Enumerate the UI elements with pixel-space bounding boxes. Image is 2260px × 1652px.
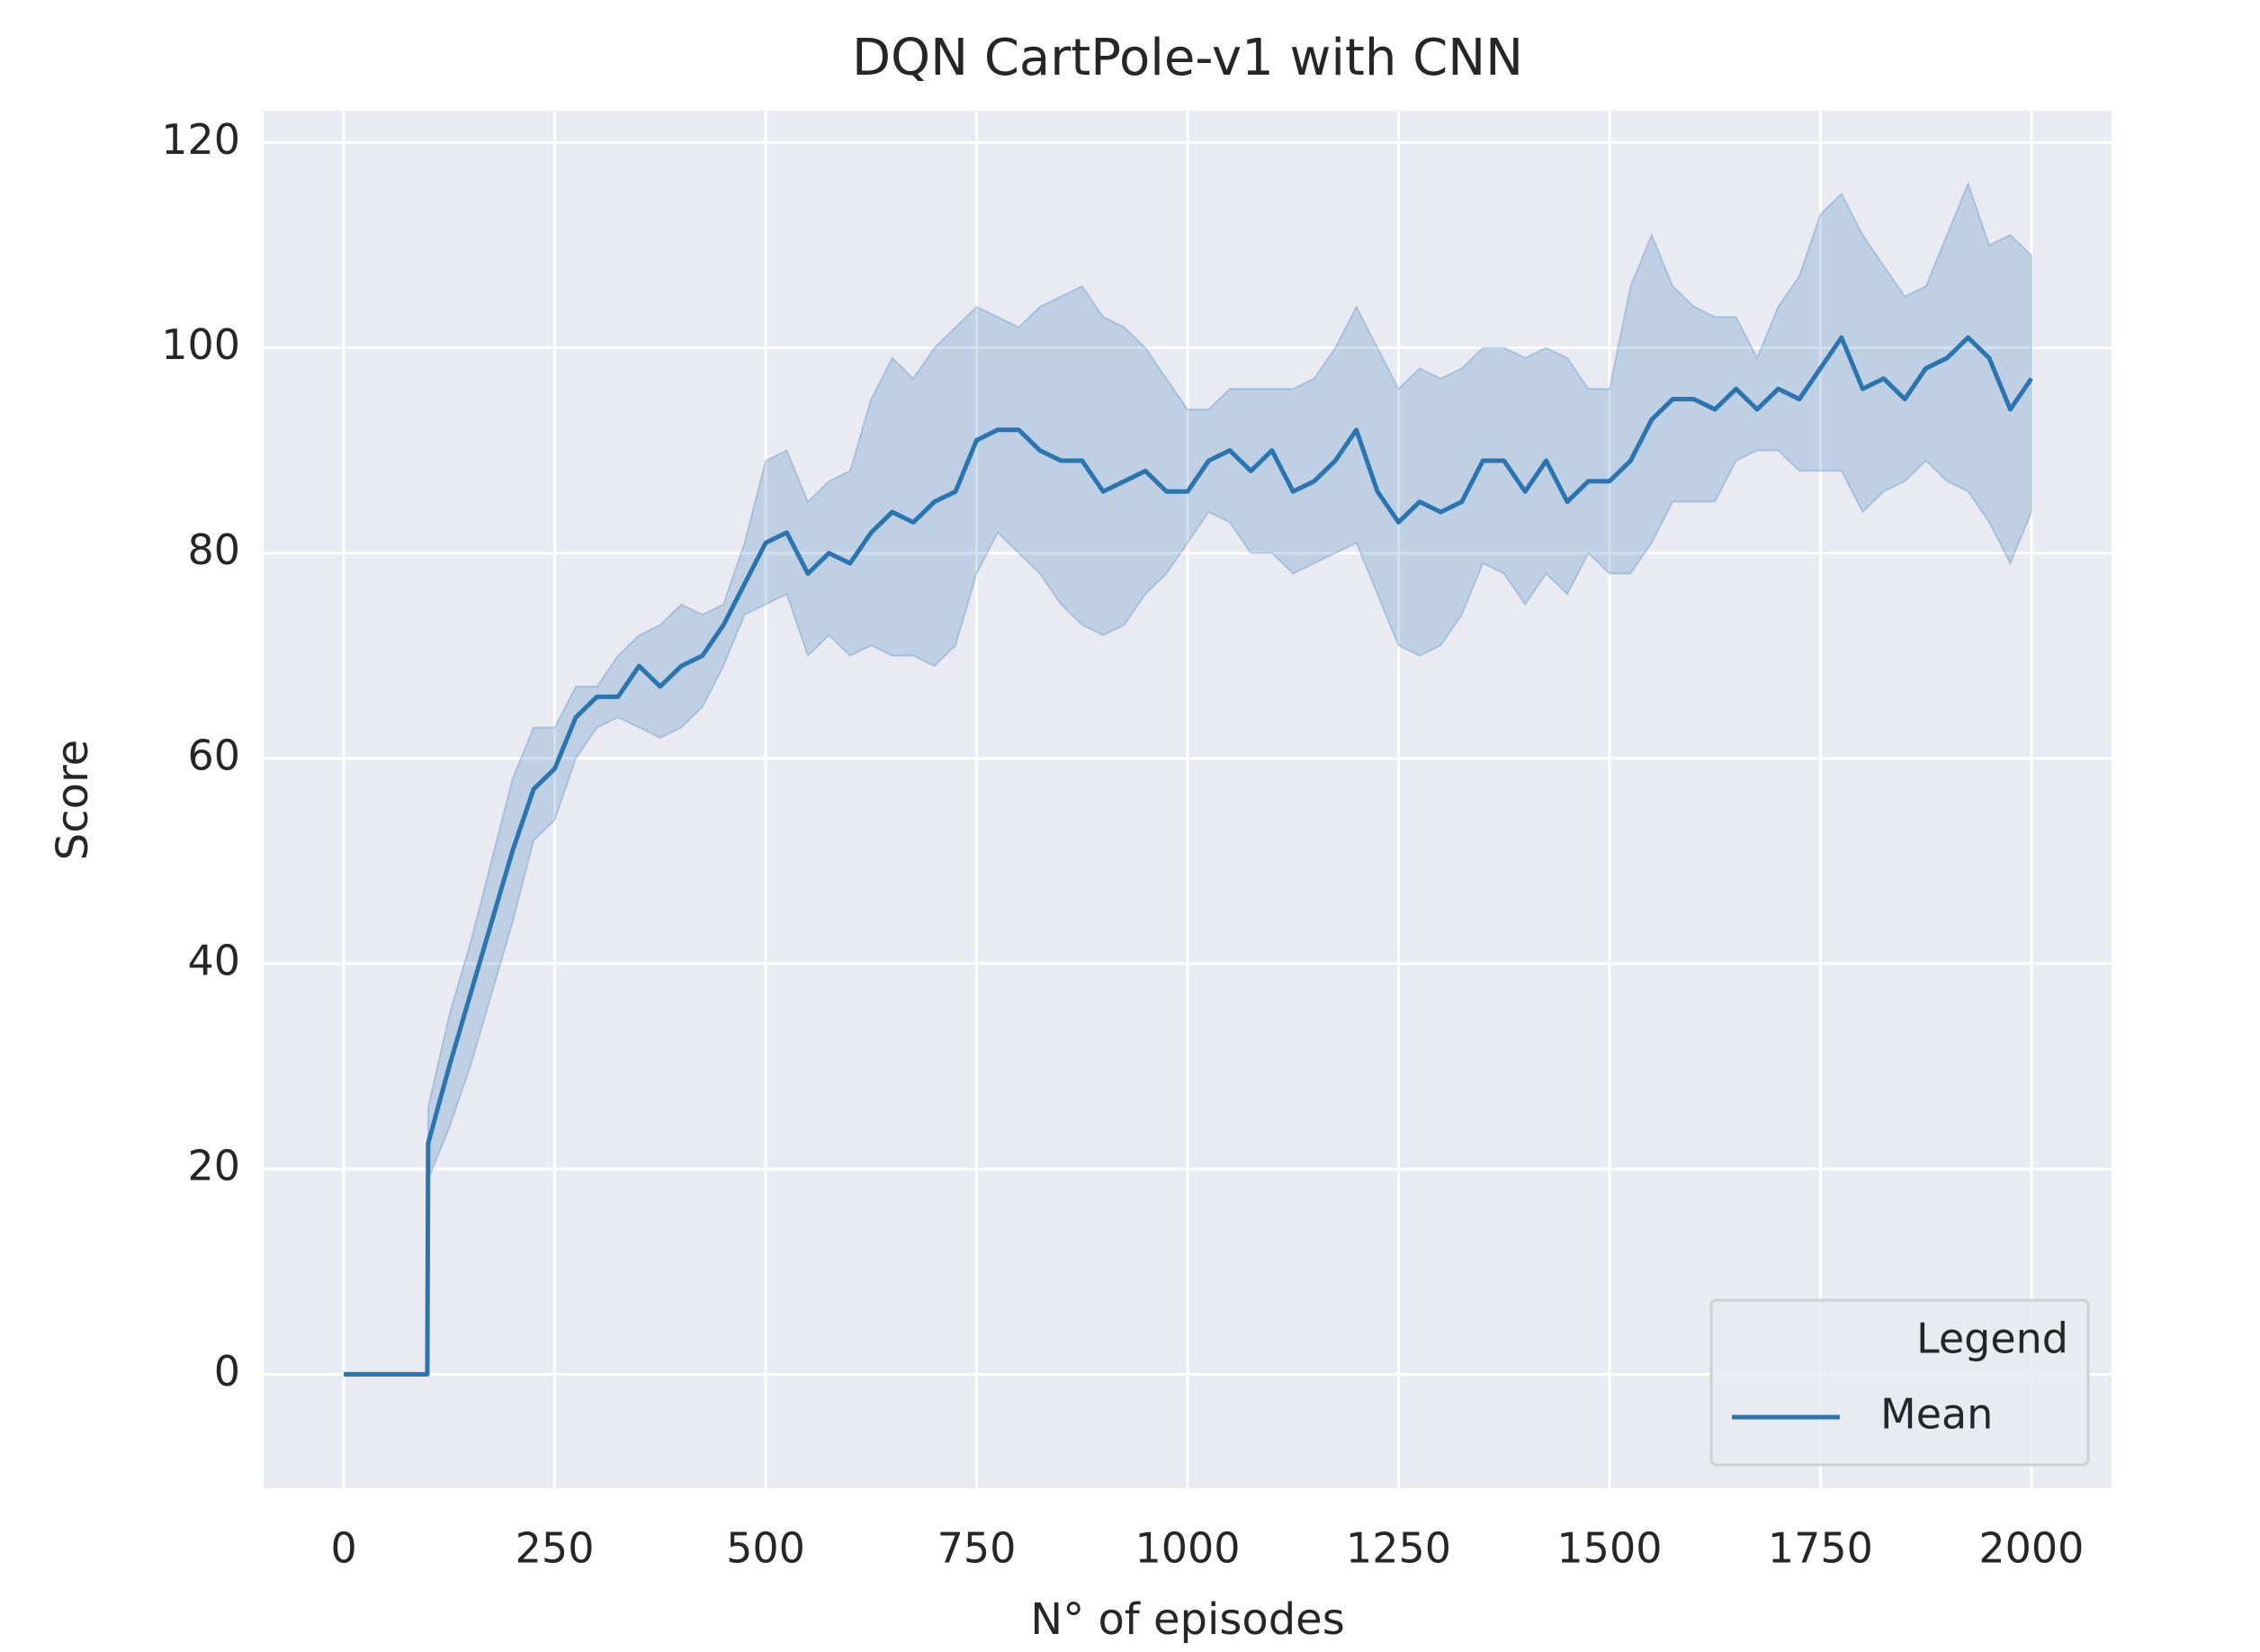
chart-title: DQN CartPole-v1 with CNN [852, 29, 1523, 87]
x-tick-label: 1500 [1556, 1524, 1662, 1573]
y-tick-label: 60 [187, 731, 240, 779]
x-tick-label: 500 [726, 1524, 805, 1573]
x-axis-label: N° of episodes [1030, 1594, 1344, 1645]
x-tick-label: 2000 [1978, 1524, 2084, 1573]
y-tick-label: 40 [187, 937, 240, 985]
y-tick-label: 100 [161, 320, 240, 369]
legend-label: Mean [1880, 1390, 1993, 1439]
legend-box [1709, 1298, 2090, 1467]
legend-title: Legend [1916, 1315, 2068, 1363]
y-axis-label: Score [48, 740, 98, 860]
y-tick-label: 20 [187, 1142, 240, 1190]
x-tick-label: 250 [516, 1524, 595, 1573]
line [344, 335, 2033, 1377]
x-tick-label: 750 [937, 1524, 1017, 1573]
y-tick-label: 120 [161, 115, 240, 164]
x-tick-label: 1000 [1134, 1524, 1240, 1573]
x-tick-label: 1750 [1768, 1524, 1873, 1573]
y-tick-label: 80 [187, 525, 240, 574]
x-tick-label: 0 [330, 1524, 356, 1573]
x-tick-label: 1250 [1346, 1524, 1451, 1573]
y-tick-label: 0 [214, 1347, 240, 1396]
